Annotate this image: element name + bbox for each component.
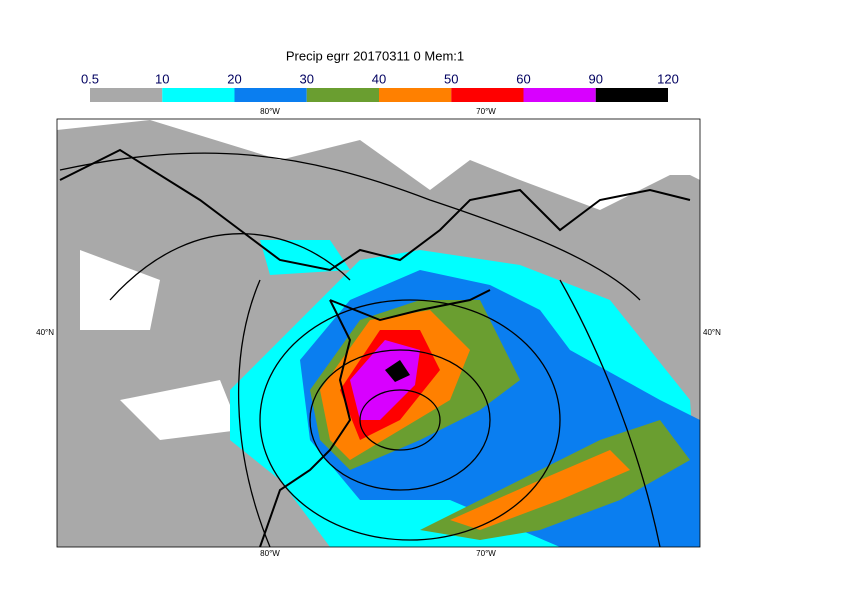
map-axes: 80°W 80°W 70°W 70°W 40°N 40°N (36, 107, 721, 558)
colorbar-label: 40 (372, 71, 386, 86)
colorbar-box (595, 88, 668, 102)
colorbar-label: 50 (444, 71, 458, 86)
lon-label: 70°W (476, 549, 496, 558)
lon-label: 70°W (476, 107, 496, 116)
colorbar-label: 20 (227, 71, 241, 86)
colorbar-label: 30 (300, 71, 314, 86)
colorbar-label: 10 (155, 71, 169, 86)
map-field (57, 119, 700, 547)
colorbar-label: 60 (516, 71, 530, 86)
colorbar-box (379, 88, 452, 102)
colorbar-label: 90 (589, 71, 603, 86)
colorbar-box (306, 88, 379, 102)
colorbar-box (451, 88, 524, 102)
colorbar: 0.5 10 20 30 40 50 60 90 120 (81, 71, 679, 102)
colorbar-box (90, 88, 163, 102)
colorbar-label: 0.5 (81, 71, 99, 86)
colorbar-box (162, 88, 235, 102)
lon-label: 80°W (260, 549, 280, 558)
lon-label: 80°W (260, 107, 280, 116)
lat-label: 40°N (703, 328, 721, 337)
map-frame (56, 118, 701, 548)
title: Precip egrr 20170311 0 Mem:1 (286, 48, 464, 63)
colorbar-box (523, 88, 596, 102)
lat-label: 40°N (36, 328, 54, 337)
colorbar-label: 120 (657, 71, 679, 86)
colorbar-box (234, 88, 307, 102)
